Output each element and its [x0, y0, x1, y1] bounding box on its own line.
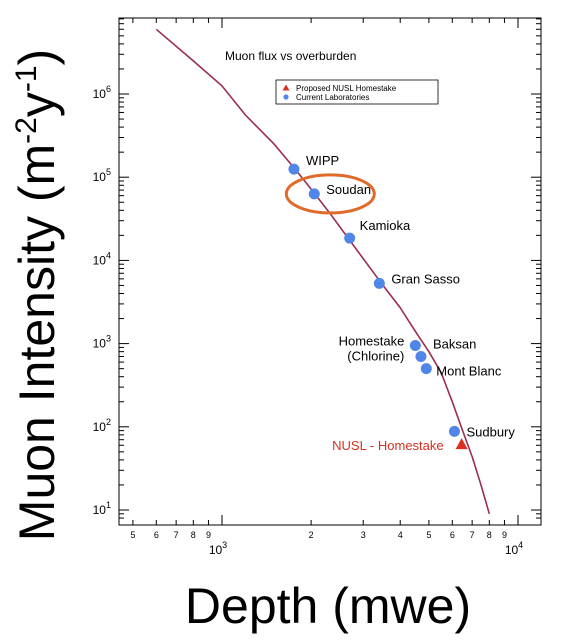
x-minor-tick-label: 3: [361, 530, 366, 540]
point-label: Kamioka: [360, 218, 411, 233]
x-minor-tick-label: 7: [470, 530, 475, 540]
x-minor-tick-label: 8: [487, 530, 492, 540]
data-point: [288, 163, 300, 175]
data-point-triangle: [455, 438, 468, 450]
x-major-tick-label: 104: [505, 540, 523, 557]
x-minor-tick-label: 2: [309, 530, 314, 540]
x-minor-tick-label: 8: [191, 530, 196, 540]
data-point: [308, 188, 320, 200]
flux-curve-group: [155, 28, 491, 515]
x-minor-tick-label: 9: [206, 530, 211, 540]
point-label: Gran Sasso: [391, 271, 460, 286]
data-points-group: [288, 163, 468, 450]
legend-label: Current Laboratories: [296, 93, 369, 102]
point-labels-group: WIPP Soudan Kamioka Gran Sasso Homestake (Chl…: [306, 153, 515, 453]
legend-marker-circle: [283, 94, 289, 100]
x-minor-tick-label: 6: [450, 530, 455, 540]
point-label: Baksan: [433, 336, 476, 351]
chart-title: Muon flux vs overburden: [225, 49, 356, 63]
data-point: [409, 339, 421, 351]
x-major-tick-label: 103: [209, 540, 227, 557]
point-label: WIPP: [306, 153, 339, 168]
flux-curve: [155, 28, 491, 515]
data-point: [448, 425, 460, 437]
point-label: Soudan: [326, 182, 371, 197]
x-minor-tick-label: 5: [130, 530, 135, 540]
plot-frame: [118, 17, 542, 526]
x-minor-tick-label: 9: [502, 530, 507, 540]
y-major-tick-label: 105: [93, 167, 111, 184]
data-point: [420, 363, 432, 375]
y-axis-label: Muon Intensity (m-2y-1): [9, 49, 65, 541]
soudan-highlight-ellipse: [284, 173, 376, 215]
legend-label: Proposed NUSL Homestake: [296, 84, 397, 93]
y-major-tick-label: 106: [93, 84, 111, 101]
point-label: Sudbury: [466, 424, 515, 439]
point-label: Homestake (Chlorine): [339, 333, 405, 363]
y-major-tick-label: 104: [93, 250, 111, 267]
point-label: Mont Blanc: [436, 364, 502, 379]
x-axis-label: Depth (mwe): [185, 578, 471, 634]
x-minor-tick-label: 7: [174, 530, 179, 540]
x-minor-tick-label: 6: [154, 530, 159, 540]
data-point: [373, 277, 385, 289]
legend-marker-triangle: [282, 84, 290, 91]
y-major-tick-label: 102: [93, 417, 111, 434]
legend-box: [275, 79, 439, 105]
x-minor-tick-label: 4: [398, 530, 403, 540]
point-label: NUSL - Homestake: [332, 438, 444, 453]
y-major-tick-label: 103: [93, 334, 111, 351]
y-major-tick-label: 101: [93, 500, 111, 517]
data-point: [344, 232, 356, 244]
data-point: [415, 350, 427, 362]
x-minor-tick-label: 5: [426, 530, 431, 540]
